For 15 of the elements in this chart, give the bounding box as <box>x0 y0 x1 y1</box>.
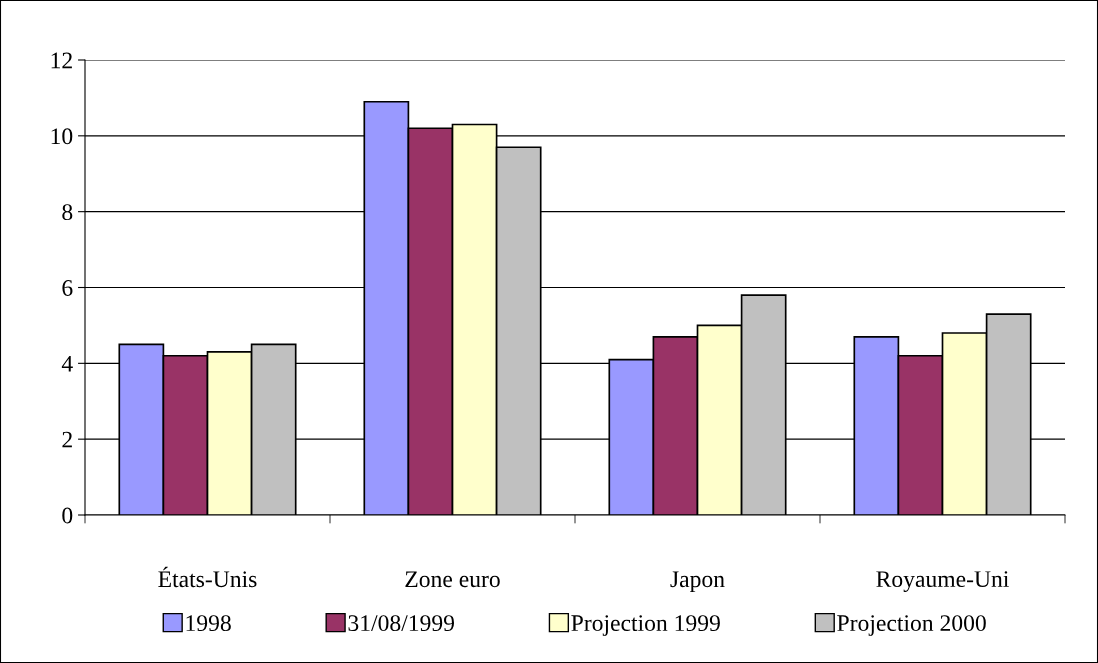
y-tick-label: 0 <box>62 507 73 524</box>
y-tick-label: 2 <box>62 431 72 448</box>
x-tick-label: Royaume-Uni <box>876 571 1009 592</box>
legend-label: 1998 <box>186 615 231 632</box>
y-tick-label: 8 <box>62 204 73 221</box>
y-tick-label: 10 <box>51 128 73 145</box>
legend-label: Projection 2000 <box>837 615 986 636</box>
x-tick-label: États-Unis <box>158 566 257 588</box>
y-tick-label: 4 <box>61 355 73 372</box>
legend-label: Projection 1999 <box>571 615 720 636</box>
x-tick-label: Japon <box>670 571 725 592</box>
y-tick-label: 12 <box>51 52 72 69</box>
y-tick-label: 6 <box>62 280 73 296</box>
x-tick-label: Zone euro <box>405 571 500 588</box>
legend-label: 31/08/1999 <box>348 615 455 632</box>
